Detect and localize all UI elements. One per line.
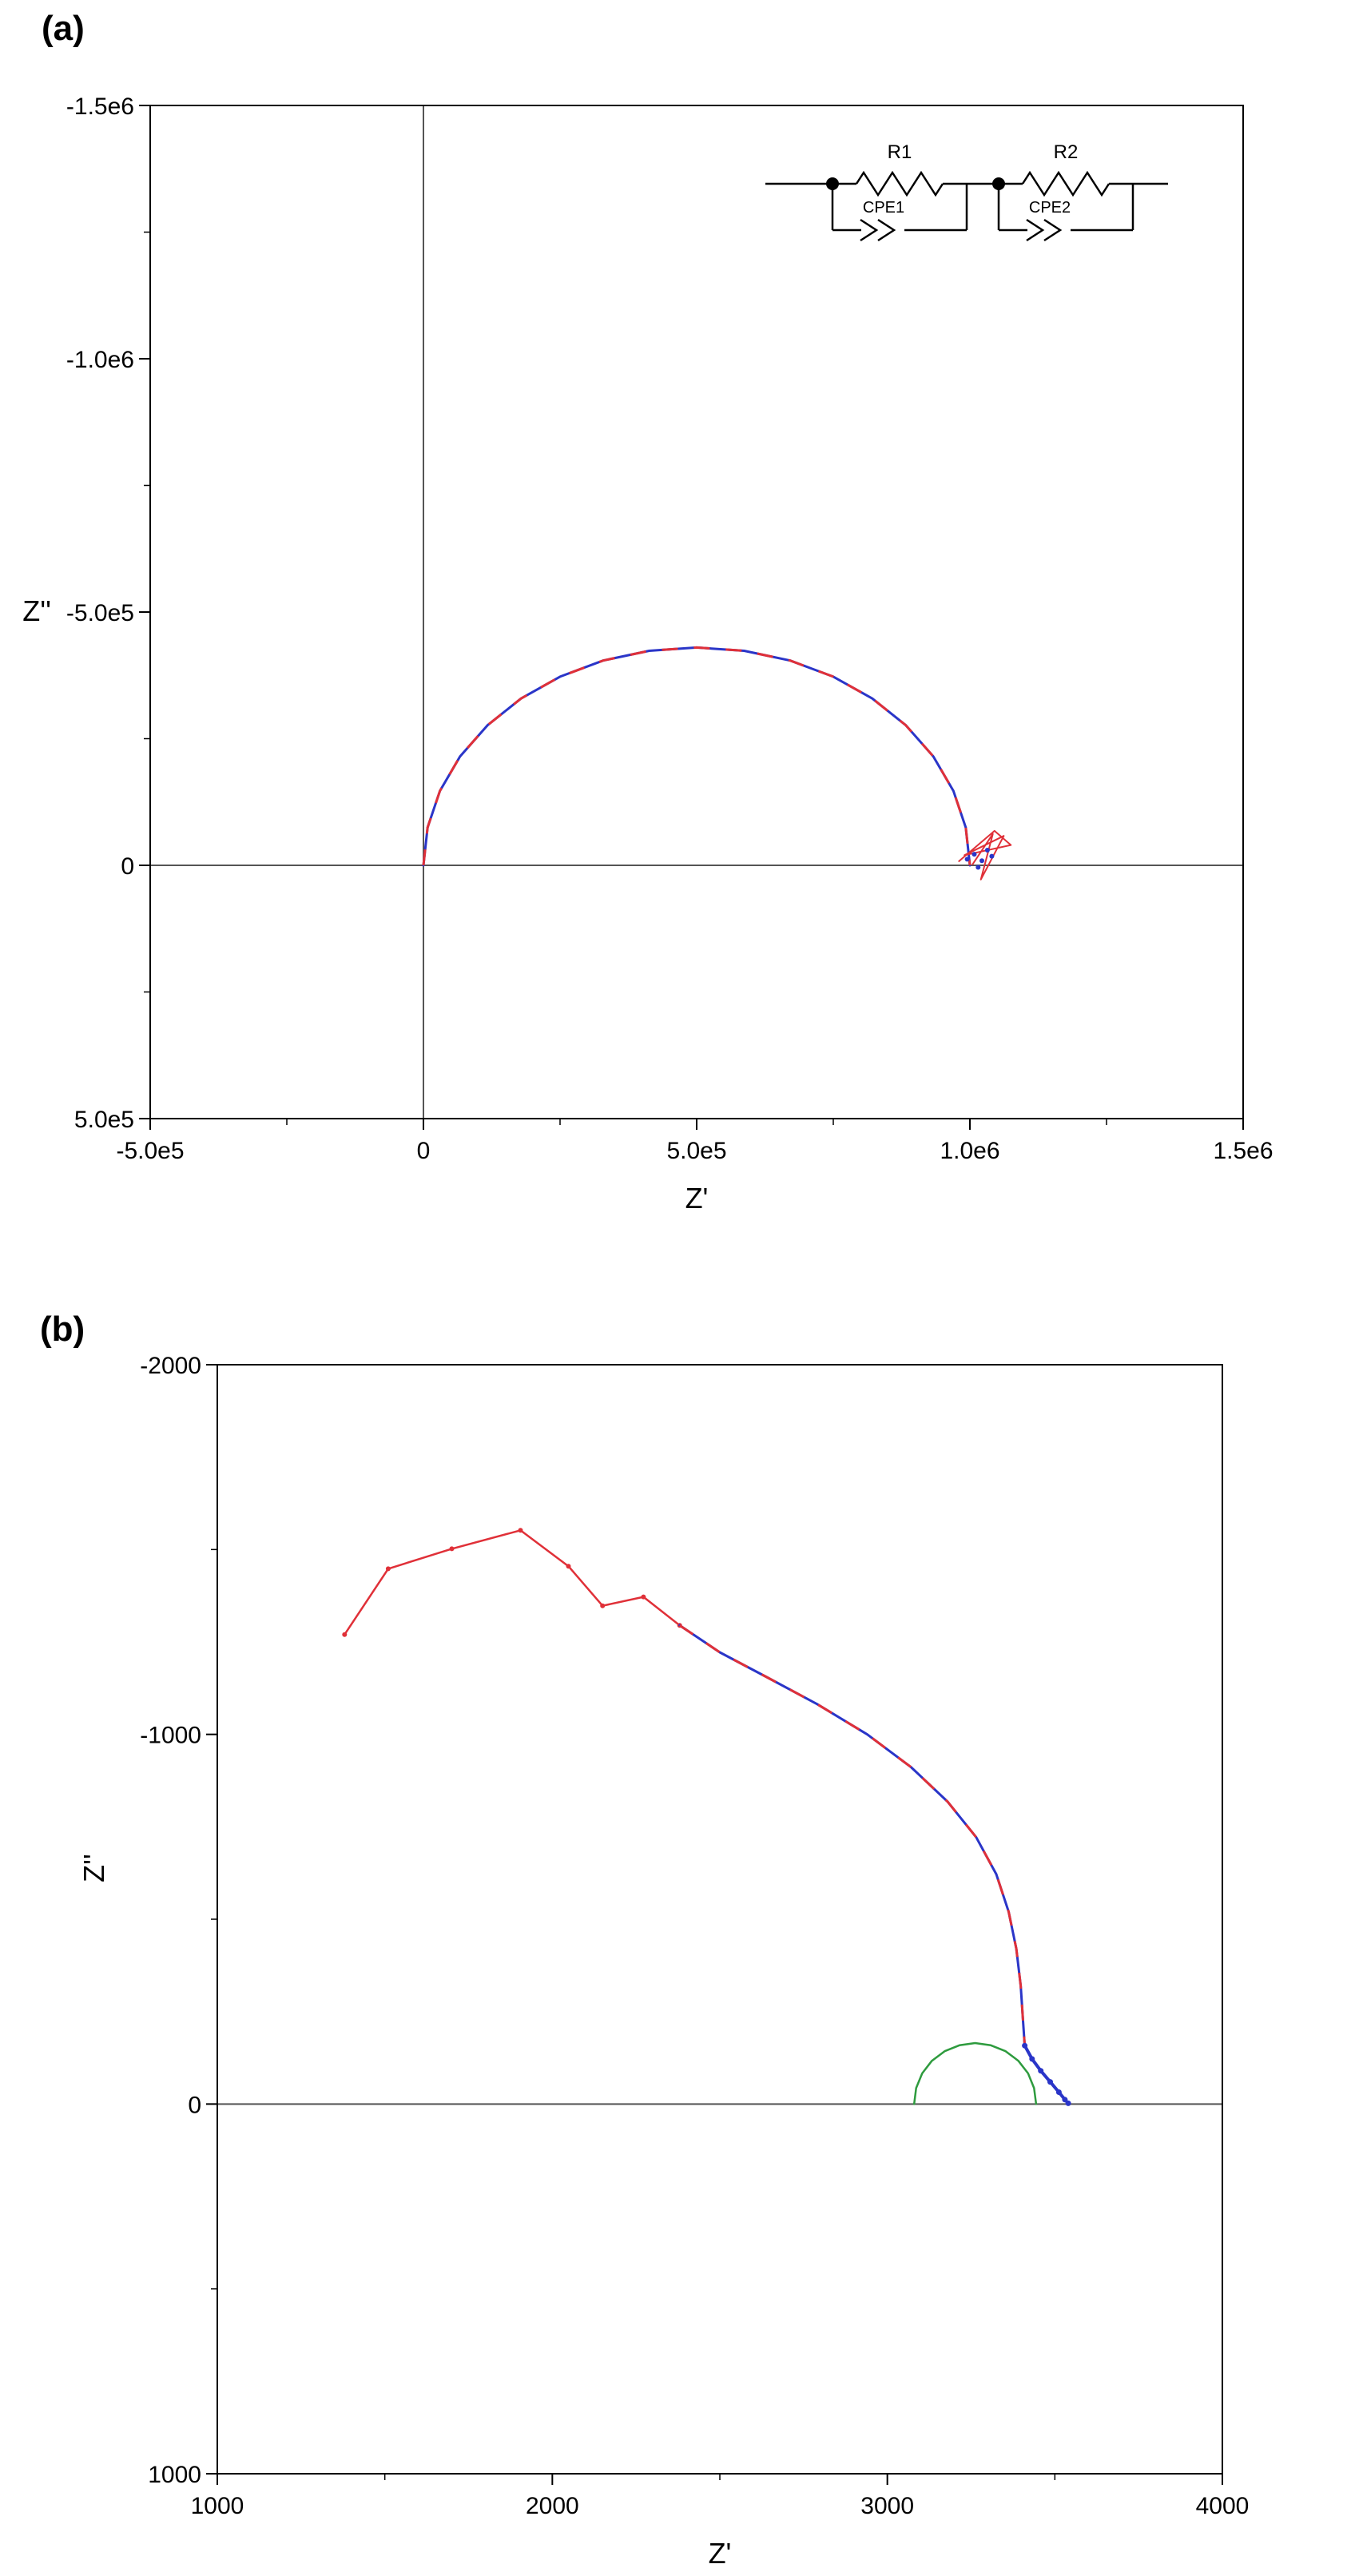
data-point: [972, 852, 977, 857]
cpe-symbol-icon: [1026, 218, 1045, 242]
series-mid-frequency-branch-data-fit: [678, 1624, 1027, 2047]
resistor-icon: [1021, 170, 1111, 197]
circuit-label-r2: R2: [1054, 141, 1079, 163]
series-data-and-fit-semicircle: [422, 646, 972, 867]
data-point: [1022, 2042, 1028, 2049]
circuit-label-cpe2: CPE2: [1029, 199, 1071, 217]
fit-dash-overlay: [678, 1624, 1027, 2046]
panel-a-label: (a): [42, 9, 85, 48]
cpe-symbol-icon: [860, 218, 879, 242]
data-point: [518, 1528, 523, 1533]
data-point: [1065, 2100, 1071, 2106]
circuit-label-cpe1: CPE1: [863, 199, 904, 217]
x-axis-title: Z': [709, 2537, 732, 2570]
data-point: [1038, 2068, 1044, 2074]
data-point: [1055, 2089, 1062, 2095]
x-tick-label: 1000: [191, 2493, 244, 2519]
x-tick-label: 4000: [1196, 2493, 1250, 2519]
data-point: [1047, 2079, 1053, 2085]
x-tick-label: 1.0e6: [940, 1138, 999, 1164]
data-point: [600, 1603, 606, 1608]
data-point: [979, 858, 984, 864]
series-low-frequency-noise: [958, 829, 1012, 881]
axes-a: -5.0e5 0 5.0e5 1.0e6 1.5e6 -1.5e6 -1.0e6 -5.0e5…: [22, 93, 1273, 1214]
y-tick-label: -2000: [140, 1353, 201, 1379]
x-tick-label: 0: [417, 1138, 431, 1164]
data-point: [449, 1546, 455, 1552]
data-point: [1062, 2097, 1068, 2103]
y-tick-label: -1.0e6: [66, 347, 134, 373]
data-point: [989, 853, 995, 859]
nyquist-plot-a: -5.0e5 0 5.0e5 1.0e6 1.5e6 -1.5e6 -1.0e6 -5.0e5…: [22, 93, 1273, 1214]
y-tick-label: -5.0e5: [66, 600, 134, 626]
data-point: [342, 1632, 348, 1637]
y-axis-title: Z'': [77, 1854, 110, 1882]
data-point: [641, 1594, 646, 1600]
panel-b-label: (b): [40, 1310, 85, 1349]
plot-box: [149, 105, 1244, 1119]
x-tick-label: 3000: [860, 2493, 914, 2519]
x-tick-label: 1.5e6: [1213, 1138, 1273, 1164]
x-tick-label: -5.0e5: [116, 1138, 184, 1164]
series-high-frequency-data: [1022, 2042, 1071, 2106]
series-fit-semicircle: [912, 2041, 1038, 2105]
y-tick-label: 1000: [148, 2462, 201, 2488]
y-tick-label: 0: [121, 853, 134, 880]
data-point: [975, 865, 981, 870]
cpe-symbol-icon: [877, 218, 896, 242]
data-point: [1029, 2056, 1035, 2062]
cpe-symbol-icon: [1043, 218, 1063, 242]
resistor-icon: [855, 170, 944, 197]
axes-b: 1000 2000 3000 4000 -2000 -1000 0 1000 Z' Z'': [77, 1353, 1249, 2570]
fit-dash-overlay: [422, 646, 972, 866]
series-low-frequency-arc: [342, 1528, 682, 1637]
data-point: [385, 1566, 391, 1572]
y-axis-title: Z'': [22, 594, 51, 627]
y-tick-label: -1.5e6: [66, 93, 134, 120]
data-point: [964, 857, 970, 862]
y-tick-label: -1000: [140, 1723, 201, 1749]
x-tick-label: 2000: [526, 2493, 579, 2519]
nyquist-plot-b: 1000 2000 3000 4000 -2000 -1000 0 1000 Z' Z'': [77, 1353, 1249, 2570]
data-point: [984, 848, 990, 853]
x-tick-label: 5.0e5: [666, 1138, 726, 1164]
equivalent-circuit-inset: R1 CPE1 R2 CPE2: [765, 141, 1168, 242]
plot-box: [217, 1364, 1223, 2475]
data-point: [566, 1564, 571, 1569]
y-tick-label: 0: [188, 2092, 201, 2118]
circuit-label-r1: R1: [888, 141, 912, 163]
series-low-frequency-points: [964, 848, 995, 870]
x-axis-title: Z': [685, 1182, 709, 1214]
y-tick-label: 5.0e5: [74, 1107, 134, 1133]
